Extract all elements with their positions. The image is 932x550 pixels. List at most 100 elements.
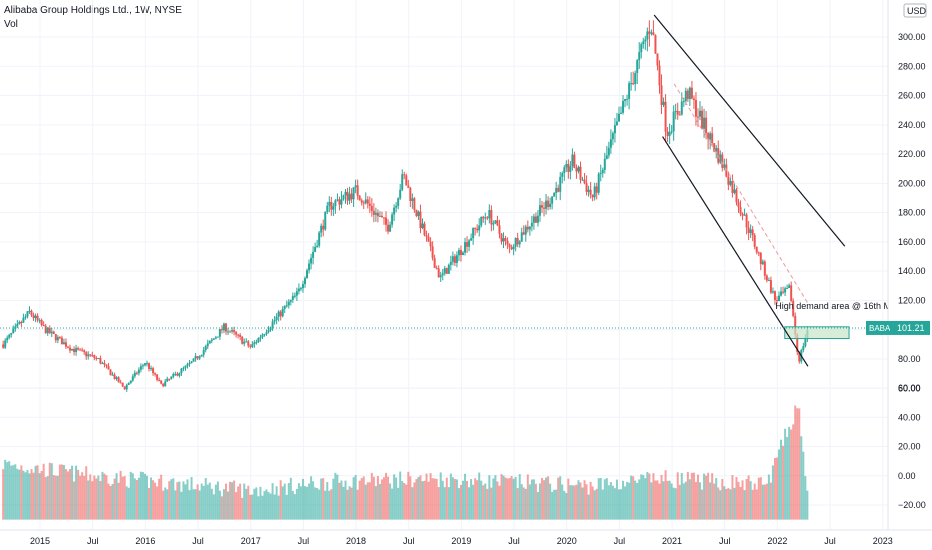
volume-bar <box>366 482 369 520</box>
candle-body <box>407 185 410 188</box>
candle-body <box>524 226 527 235</box>
candle-body <box>113 374 116 379</box>
volume-bar <box>133 478 136 520</box>
candle-body <box>502 238 505 242</box>
candle-body <box>48 327 51 334</box>
candle-body <box>69 347 72 351</box>
candle-body <box>346 191 349 201</box>
volume-bar <box>441 480 444 520</box>
volume-bar <box>42 463 45 520</box>
candle-body <box>222 323 225 331</box>
candle-body <box>773 291 776 301</box>
candle-body <box>425 235 428 237</box>
time-axis[interactable]: 2015 Jul 2016 Jul 2017 Jul 2018 Jul 2019 Jul 2020 J… <box>0 529 932 546</box>
candle-body <box>512 246 515 250</box>
candle-body <box>585 183 588 192</box>
candle-body <box>229 331 232 333</box>
candle-body <box>399 189 402 199</box>
candle-body <box>796 334 799 353</box>
candle-body <box>196 356 199 359</box>
price-tick-label: 60.00 <box>898 383 921 393</box>
candle-body <box>652 32 655 36</box>
volume-bar <box>314 487 317 520</box>
candle-body <box>630 83 633 85</box>
candle-body <box>50 331 53 334</box>
candle-body <box>243 341 246 344</box>
candle-body <box>208 340 211 344</box>
volume-bar <box>658 483 661 520</box>
volume-bar <box>320 478 323 520</box>
candle-body <box>476 228 479 231</box>
price-axis[interactable]: 300.00 280.00 260.00 240.00 220.00 200.00 180.… <box>866 0 932 530</box>
volume-bar <box>490 487 493 520</box>
volume-bar <box>389 483 392 520</box>
candle-body <box>741 213 744 216</box>
price-tick-label: 260.00 <box>898 91 926 101</box>
volume-bar <box>166 489 169 520</box>
candle-body <box>267 329 270 333</box>
candle-body <box>354 185 357 188</box>
volume-bar <box>22 470 25 520</box>
volume-bar <box>443 487 446 520</box>
price-tick-label: 280.00 <box>898 61 926 71</box>
volume-bar <box>170 479 173 520</box>
candle-body <box>12 328 15 334</box>
volume-bar <box>188 490 191 520</box>
candle-body <box>156 374 159 380</box>
candle-body <box>668 131 671 136</box>
volume-bar <box>58 464 61 520</box>
candle-body <box>591 194 594 198</box>
volume-bar <box>790 429 793 520</box>
candle-body <box>593 186 596 198</box>
volume-bar <box>253 488 256 520</box>
volume-bar <box>66 471 69 520</box>
candle-body <box>761 261 764 265</box>
volume-bar <box>609 482 612 520</box>
candle-body <box>348 193 351 201</box>
volume-bar <box>547 476 550 520</box>
candle-body <box>676 110 679 115</box>
price-tick-label: 200.00 <box>898 178 926 188</box>
candle-body <box>482 216 485 219</box>
candle-body <box>316 245 319 247</box>
candle-body <box>705 117 708 134</box>
volume-bar <box>494 475 497 520</box>
volume-bar <box>332 478 335 520</box>
volume-bar <box>235 492 238 520</box>
volume-bar <box>504 477 507 520</box>
volume-bar <box>129 471 132 520</box>
volume-bar <box>711 473 714 520</box>
time-tick-label: Jul <box>87 536 99 546</box>
volume-bar <box>265 489 268 520</box>
candle-body <box>595 186 598 193</box>
candle-body <box>541 205 544 208</box>
candle-body <box>374 212 377 215</box>
volume-bar <box>360 478 363 520</box>
candle-body <box>170 376 173 379</box>
candle-body <box>642 41 645 45</box>
volume-bar <box>431 478 434 520</box>
candle-body <box>466 242 469 247</box>
candle-body <box>178 373 181 376</box>
volume-bar <box>690 472 693 520</box>
candle-body <box>778 295 781 301</box>
candle-body <box>293 295 296 297</box>
volume-bars <box>2 405 809 520</box>
volume-bar <box>198 490 201 520</box>
candle-body <box>378 215 381 217</box>
volume-bar <box>50 463 53 520</box>
volume-bar <box>703 473 706 520</box>
volume-bar <box>743 490 746 520</box>
volume-bar <box>607 485 610 520</box>
candle-body <box>58 337 61 339</box>
candle-body <box>409 187 412 201</box>
volume-bar <box>628 482 631 520</box>
candle-body <box>360 200 363 203</box>
volume-bar <box>599 477 602 520</box>
volume-bar <box>101 471 104 520</box>
volume-bar <box>684 481 687 520</box>
candle-body <box>478 225 481 231</box>
candle-body <box>743 214 746 216</box>
candle-body <box>571 154 574 167</box>
